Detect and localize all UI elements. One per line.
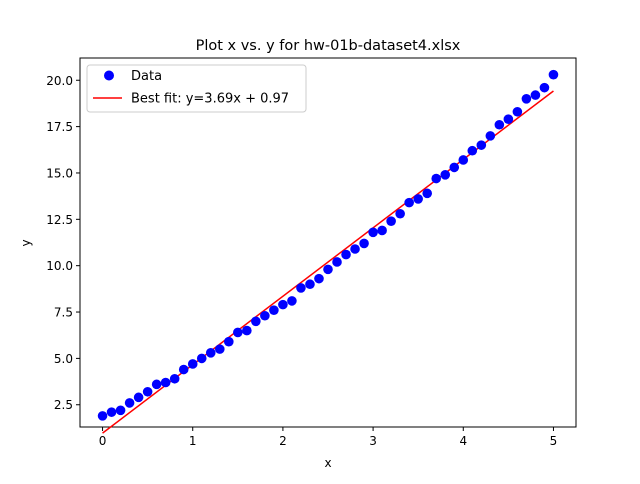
plot-frame: [79, 57, 577, 428]
data-point: [242, 325, 252, 336]
data-point: [476, 140, 487, 150]
data-point: [530, 90, 541, 100]
data-point: [151, 379, 162, 390]
data-point: [160, 377, 171, 388]
y-tick-label: 7.5: [54, 306, 73, 320]
y-axis: 2.5 5.0 7.5 10.0 12.5 15.0 17.5 20.0: [46, 74, 80, 412]
data-point: [115, 405, 126, 416]
y-tick-label: 5.0: [54, 352, 73, 366]
y-tick-label: 15.0: [46, 166, 73, 180]
plot-area: [79, 57, 577, 428]
data-points-layer: [97, 69, 559, 421]
data-point: [386, 216, 396, 226]
data-point: [187, 359, 198, 369]
data-point: [341, 249, 351, 260]
data-point: [169, 373, 180, 384]
y-tick-label: 20.0: [46, 74, 73, 88]
data-point: [205, 348, 216, 358]
legend-fit-label: Best fit: y=3.69x + 0.97: [131, 92, 289, 107]
data-point: [323, 264, 333, 275]
data-point: [503, 114, 514, 124]
data-point: [413, 194, 423, 204]
data-point: [269, 305, 279, 315]
data-point: [251, 316, 261, 327]
data-point: [539, 82, 550, 93]
legend-box: [86, 64, 307, 113]
data-point: [97, 411, 108, 421]
data-point: [296, 283, 306, 293]
data-point: [377, 225, 387, 236]
x-axis: 0 1 2 3 4 5: [99, 427, 558, 448]
data-point: [124, 398, 135, 408]
data-point: [422, 188, 433, 199]
y-axis-label: y: [19, 239, 33, 246]
x-tick-label: 4: [459, 434, 467, 448]
y-tick-label: 12.5: [46, 213, 73, 227]
data-point: [305, 279, 315, 290]
x-tick-label: 1: [189, 434, 197, 448]
data-point: [350, 244, 360, 254]
data-point: [287, 296, 297, 306]
data-point: [521, 93, 532, 104]
legend-data-label: Data: [131, 69, 162, 84]
y-tick-label: 2.5: [54, 398, 73, 412]
x-tick-label: 3: [369, 434, 377, 448]
legend-data-marker: [104, 70, 114, 81]
data-point: [485, 131, 496, 141]
data-point: [133, 392, 144, 403]
data-point: [368, 227, 378, 238]
data-point: [494, 119, 505, 130]
data-point: [178, 364, 189, 375]
data-point: [512, 106, 523, 117]
x-tick-label: 0: [99, 434, 107, 448]
data-point: [359, 238, 369, 249]
data-point: [233, 327, 243, 338]
data-point: [224, 336, 234, 347]
data-point: [106, 407, 117, 417]
data-point: [260, 310, 270, 321]
data-point: [404, 197, 414, 208]
x-tick-label: 5: [550, 434, 558, 448]
chart-title: Plot x vs. y for hw-01b-dataset4.xlsx: [196, 38, 461, 54]
data-point: [395, 208, 405, 219]
x-tick-label: 2: [279, 434, 287, 448]
data-point: [142, 386, 153, 397]
data-point: [449, 162, 460, 173]
data-point: [467, 145, 478, 156]
data-point: [332, 257, 342, 267]
data-point: [440, 170, 451, 180]
x-axis-label: x: [324, 456, 331, 470]
data-point: [196, 353, 207, 364]
y-tick-label: 10.0: [46, 259, 73, 273]
legend: Data Best fit: y=3.69x + 0.97: [86, 64, 307, 113]
y-tick-label: 17.5: [46, 120, 73, 134]
data-point: [458, 155, 469, 165]
data-point: [314, 273, 324, 284]
data-point: [278, 299, 288, 310]
data-point: [214, 344, 225, 354]
data-point: [431, 173, 442, 184]
data-point: [548, 69, 559, 80]
